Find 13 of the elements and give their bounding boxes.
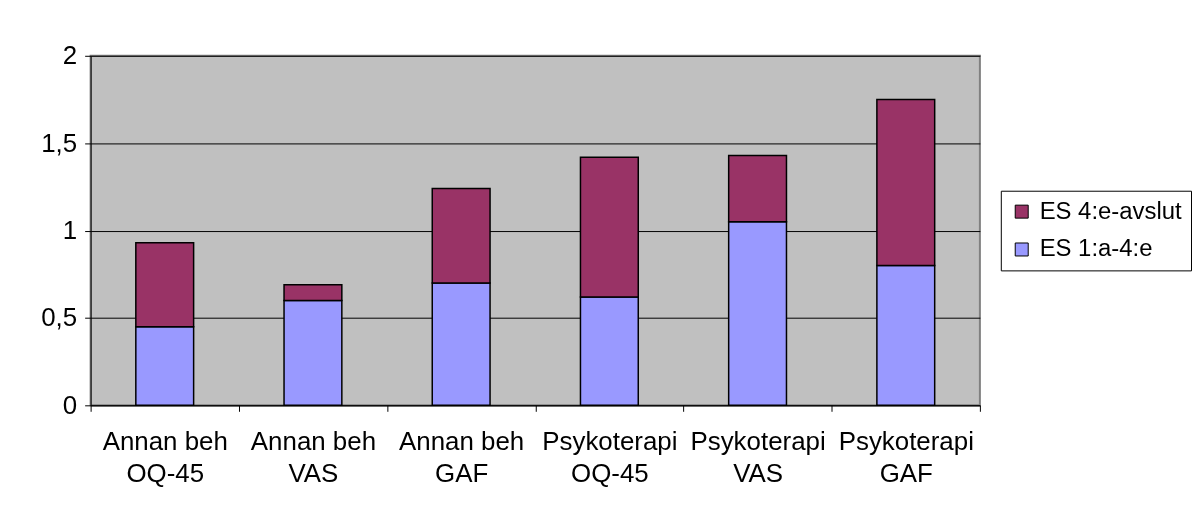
y-tick-label: 2 — [62, 41, 78, 70]
x-tick-label: Psykoterapi OQ-45 — [542, 426, 678, 488]
y-tick-label: 0,5 — [41, 303, 78, 332]
legend-label: ES 4:e-avslut — [1039, 196, 1182, 224]
y-tick-label: 0 — [62, 390, 78, 419]
x-tick-label: Annan beh VAS — [250, 426, 377, 488]
legend-label: ES 1:a-4:e — [1039, 234, 1153, 262]
x-tick-label: Annan beh GAF — [399, 426, 525, 488]
x-tick-label: Psykoterapi GAF — [838, 426, 974, 488]
y-tick-label: 1,5 — [41, 128, 78, 157]
x-tick-label: Psykoterapi VAS — [690, 426, 826, 488]
x-tick-label: Annan beh OQ-45 — [102, 426, 228, 488]
y-tick-label: 1 — [62, 216, 78, 245]
